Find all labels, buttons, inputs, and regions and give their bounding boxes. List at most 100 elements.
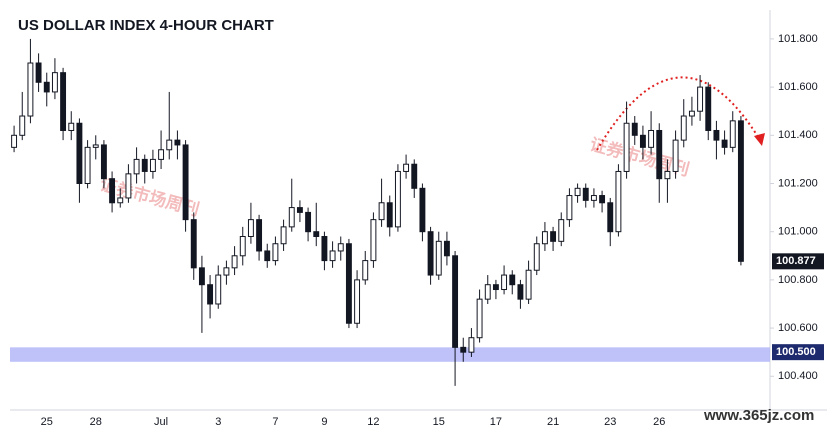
candle-body — [141, 158, 148, 172]
y-tick-label: 101.400 — [778, 129, 818, 141]
candle-body — [321, 236, 328, 262]
candle-body — [354, 279, 361, 324]
x-tick-label: 28 — [90, 416, 102, 428]
candle-body — [656, 129, 663, 180]
candle-body — [525, 269, 532, 300]
candle-body — [680, 115, 687, 141]
candle-body — [247, 219, 254, 238]
candle-body — [239, 236, 246, 257]
candle-body — [443, 240, 450, 257]
candle-body — [394, 170, 401, 228]
candle-body — [174, 139, 181, 146]
candle-body — [329, 250, 336, 262]
candle-body — [664, 170, 671, 180]
candle-body — [370, 219, 377, 262]
candle-body — [272, 243, 279, 262]
candle-body — [737, 120, 744, 262]
x-tick-label: Jul — [154, 416, 168, 428]
candle-body — [313, 231, 320, 238]
last-price-label-box — [772, 253, 824, 270]
x-tick-label: 9 — [321, 416, 327, 428]
candle-body — [435, 240, 442, 276]
x-tick-label: 12 — [367, 416, 379, 428]
candle-body — [672, 139, 679, 172]
candle-body — [256, 219, 263, 252]
y-tick-label: 100.800 — [778, 274, 818, 286]
candle-body — [182, 144, 189, 221]
candle-body — [566, 195, 573, 221]
candle-body — [615, 170, 622, 233]
candle-body — [84, 146, 91, 184]
candle-body — [51, 72, 58, 93]
site-watermark: www.365jz.com — [703, 407, 814, 424]
candle-body — [582, 187, 589, 201]
candle-body — [631, 122, 638, 136]
x-tick-label: 7 — [272, 416, 278, 428]
chart-title: US DOLLAR INDEX 4-HOUR CHART — [18, 17, 274, 34]
candle-body — [109, 178, 116, 204]
candle-body — [133, 158, 140, 175]
candle-body — [688, 110, 695, 117]
candle-body — [729, 120, 736, 148]
candle-body — [705, 86, 712, 131]
candle-body — [386, 202, 393, 228]
candle-body — [362, 260, 369, 281]
x-tick-label: 17 — [490, 416, 502, 428]
candle-body — [231, 255, 238, 269]
candle-body — [623, 122, 630, 172]
support-zone — [10, 347, 770, 362]
x-tick-label: 15 — [433, 416, 445, 428]
candle-body — [639, 134, 646, 148]
candle-body — [558, 219, 565, 242]
candle-body — [517, 284, 524, 300]
candle-body — [411, 163, 418, 189]
candle-body — [476, 298, 483, 339]
candle-body — [158, 149, 165, 160]
candle-body — [590, 195, 597, 201]
candle-body — [125, 173, 132, 199]
candle-body — [27, 62, 34, 117]
candle-body — [100, 144, 107, 180]
candle-body — [427, 231, 434, 276]
candle-body — [501, 274, 508, 291]
candle-body — [550, 231, 557, 242]
candle-body — [215, 274, 222, 305]
y-tick-label: 100.400 — [778, 370, 818, 382]
candle-body — [509, 274, 516, 286]
x-tick-label: 25 — [41, 416, 53, 428]
candle-body — [60, 72, 67, 131]
x-tick-label: 3 — [215, 416, 221, 428]
y-tick-label: 100.600 — [778, 322, 818, 334]
y-tick-label: 101.800 — [778, 33, 818, 45]
candle-body — [92, 144, 99, 148]
candle-body — [117, 197, 124, 204]
candle-body — [198, 267, 205, 286]
x-tick-label: 26 — [653, 416, 665, 428]
candle-body — [68, 122, 75, 131]
candle-body — [166, 139, 173, 151]
y-tick-label: 101.200 — [778, 177, 818, 189]
candle-body — [403, 163, 410, 172]
candle-body — [280, 226, 287, 245]
candle-body — [223, 267, 230, 276]
candle-body — [541, 231, 548, 245]
candle-body — [492, 284, 499, 291]
candle-body — [264, 250, 271, 262]
candle-body — [207, 284, 214, 305]
zone-price-label: 100.500 — [776, 346, 816, 358]
candle-body — [76, 122, 83, 184]
arc-annotation — [596, 76, 761, 151]
candle-body — [648, 129, 655, 148]
candle-body — [484, 284, 491, 300]
candle-body — [697, 86, 704, 112]
candle-body — [378, 202, 385, 221]
candle-body — [19, 115, 26, 136]
candle-body — [288, 207, 295, 228]
x-tick-label: 21 — [547, 416, 559, 428]
candle-body — [345, 243, 352, 324]
x-tick-label: 23 — [604, 416, 616, 428]
arc-arrowhead — [754, 133, 765, 146]
y-tick-label: 101.600 — [778, 81, 818, 93]
